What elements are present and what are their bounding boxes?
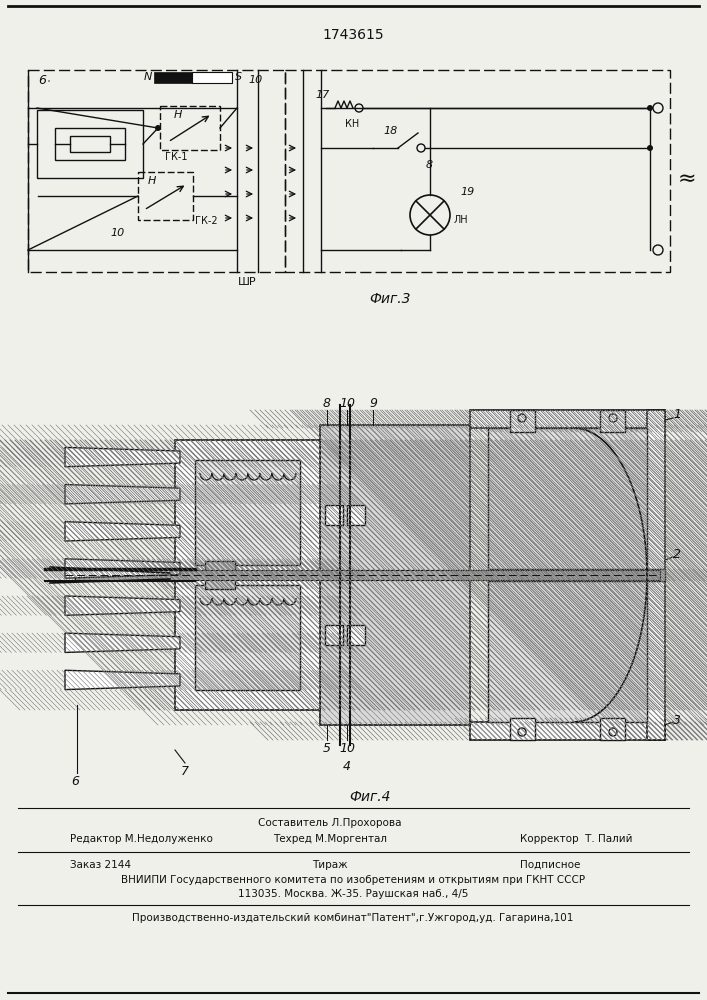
Text: 6: 6 [38,74,46,87]
Text: Редактор М.Недолуженко: Редактор М.Недолуженко [70,834,213,844]
Text: 8: 8 [323,397,331,410]
Text: Производственно-издательский комбинат"Патент",г.Ужгород,уд. Гагарина,101: Производственно-издательский комбинат"Па… [132,913,573,923]
Bar [488,569,665,581]
Bar [347,505,365,525]
Polygon shape [65,670,180,690]
Circle shape [609,414,617,422]
Text: 19: 19 [460,187,474,197]
Text: ГК-1: ГК-1 [165,152,187,162]
Text: 6: 6 [71,775,79,788]
Bar [70,136,110,152]
Polygon shape [65,559,180,578]
Bar [320,425,470,725]
Text: 4: 4 [343,760,351,773]
Text: ВНИИПИ Государственного комитета по изобретениям и открытиям при ГКНТ СССР: ВНИИПИ Государственного комитета по изоб… [121,875,585,885]
Text: 1: 1 [673,408,681,422]
Text: Фиг.3: Фиг.3 [369,292,411,306]
Bar [600,718,625,740]
Text: Фиг.4: Фиг.4 [349,790,391,804]
Text: Подписное: Подписное [520,860,580,870]
Circle shape [518,414,526,422]
Bar [138,172,193,220]
Bar [154,72,192,83]
Text: 10: 10 [339,742,355,755]
Bar [75,570,660,580]
Bar [37,110,143,178]
Bar [600,410,625,432]
Circle shape [155,125,161,131]
Bar [195,585,300,690]
Text: 2: 2 [673,548,681,562]
Text: Техред М.Моргентал: Техред М.Моргентал [273,834,387,844]
Polygon shape [65,522,180,541]
Bar [347,625,365,645]
Circle shape [609,728,617,736]
Text: 5: 5 [323,742,331,755]
Text: 1743615: 1743615 [322,28,384,42]
Bar [285,70,670,272]
Bar [647,410,665,740]
Bar [55,128,125,160]
Text: 7: 7 [181,765,189,778]
Bar [470,722,665,740]
Text: КН: КН [345,119,359,129]
Text: ГК-2: ГК-2 [195,216,218,226]
Text: S: S [235,72,242,82]
Bar [175,440,320,710]
Bar [325,505,343,525]
Text: Н: Н [148,176,156,186]
Text: Тираж: Тираж [312,860,348,870]
Bar [470,410,665,428]
Bar [192,72,232,83]
Bar [510,718,535,740]
Circle shape [518,728,526,736]
Polygon shape [65,596,180,615]
Text: 8: 8 [426,160,433,170]
Text: 18: 18 [383,126,397,136]
Bar [195,460,300,565]
Text: 17: 17 [316,90,330,100]
Text: 113035. Москва. Ж-35. Раушская наб., 4/5: 113035. Москва. Ж-35. Раушская наб., 4/5 [238,889,468,899]
Bar [488,428,647,722]
Text: 9: 9 [369,397,377,410]
Text: Заказ 2144: Заказ 2144 [70,860,131,870]
Polygon shape [65,447,180,467]
Text: ЛН: ЛН [454,215,469,225]
Text: ШР: ШР [238,277,257,287]
Polygon shape [65,485,180,504]
Polygon shape [65,633,180,652]
Text: ≈: ≈ [678,169,696,189]
Bar [28,70,285,272]
Text: 3: 3 [673,714,681,726]
Text: Корректор  Т. Палий: Корректор Т. Палий [520,834,633,844]
Text: Составитель Л.Прохорова: Составитель Л.Прохорова [258,818,402,828]
Text: N: N [144,72,152,82]
Text: 10: 10 [248,75,262,85]
Circle shape [647,105,653,111]
Bar [510,410,535,432]
Bar [205,561,235,589]
Text: 10: 10 [339,397,355,410]
Circle shape [647,145,653,151]
Bar [325,625,343,645]
Bar [160,106,220,150]
Text: 10: 10 [111,228,125,238]
Text: Н: Н [174,110,182,120]
